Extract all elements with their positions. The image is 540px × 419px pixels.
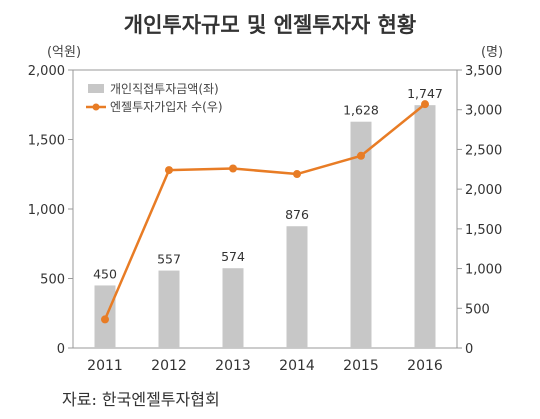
legend-bar-label: 개인직접투자금액(좌) [110, 82, 219, 96]
bar-value-label: 557 [157, 252, 181, 267]
legend-bar-swatch [88, 84, 104, 93]
right-tick-label: 1,000 [465, 263, 502, 278]
x-tick-label: 2016 [407, 358, 443, 374]
bar-value-label: 1,747 [407, 86, 443, 101]
bar-value-label: 1,628 [343, 103, 379, 118]
bar-value-label: 450 [93, 266, 117, 281]
bar-2014 [286, 226, 308, 348]
right-axis-unit: (명) [481, 45, 503, 60]
bar-data-labels: 450 557 574 876 1,628 1,747 [93, 86, 443, 281]
right-axis-ticks: 0 500 1,000 1,500 2,000 2,500 3,000 3,500 [457, 64, 502, 357]
x-tick-label: 2011 [87, 358, 123, 374]
line-point-2011 [101, 315, 109, 324]
line-series [101, 100, 429, 324]
line-point-2012 [165, 166, 173, 175]
left-tick-label: 1,000 [28, 203, 65, 218]
right-tick-label: 3,500 [465, 64, 502, 79]
bar-series [94, 105, 436, 349]
x-axis-categories: 2011 2012 2013 2014 2015 2016 [87, 358, 443, 374]
bar-2015 [350, 121, 372, 348]
line-point-2013 [229, 164, 237, 173]
left-tick-label: 1,500 [28, 134, 65, 149]
right-tick-label: 0 [465, 342, 473, 357]
legend-line-label: 엔젤투자가입자 수(우) [110, 100, 223, 114]
left-tick-label: 0 [57, 342, 65, 357]
source-note: 자료: 한국엔젤투자협회 [62, 390, 220, 409]
x-tick-label: 2012 [151, 358, 187, 374]
line-path [103, 103, 426, 320]
right-tick-label: 2,500 [465, 143, 502, 158]
line-point-2014 [293, 170, 301, 179]
bar-2012 [158, 270, 180, 348]
left-axis-ticks: 0 500 1,000 1,500 2,000 [28, 64, 73, 357]
bar-value-label: 876 [285, 207, 309, 222]
bar-2013 [222, 268, 244, 348]
line-point-2016 [421, 100, 429, 109]
legend: 개인직접투자금액(좌) 엔젤투자가입자 수(우) [86, 82, 223, 114]
x-tick-label: 2013 [215, 358, 251, 374]
bar-2016 [414, 105, 436, 349]
right-tick-label: 500 [465, 302, 490, 317]
bar-value-label: 574 [221, 249, 245, 264]
left-tick-label: 500 [40, 273, 65, 288]
right-tick-label: 3,000 [465, 104, 502, 119]
line-point-2015 [357, 151, 365, 160]
left-axis-unit: (억원) [47, 45, 81, 60]
right-tick-label: 2,000 [465, 183, 502, 198]
legend-line-marker [92, 103, 100, 111]
x-tick-label: 2015 [343, 358, 379, 374]
x-tick-label: 2014 [279, 358, 315, 374]
chart-title: 개인투자규모 및 엔젤투자자 현황 [124, 13, 416, 37]
right-tick-label: 1,500 [465, 223, 502, 238]
left-tick-label: 2,000 [28, 64, 65, 79]
